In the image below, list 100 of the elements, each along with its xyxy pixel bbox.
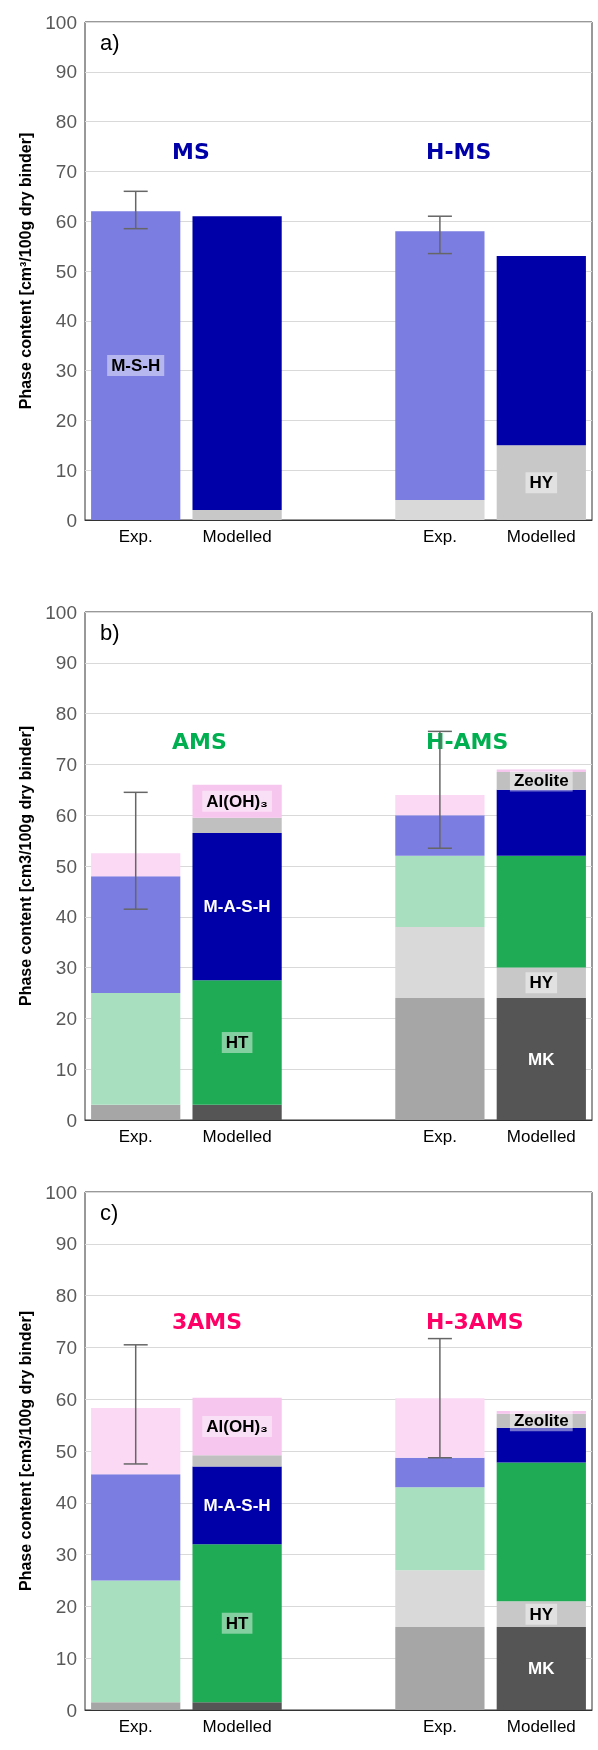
- x-tick-label: Exp.: [422, 1717, 457, 1736]
- series-label: M-A-S-H: [203, 897, 271, 917]
- bar: [395, 231, 485, 501]
- bar: [91, 211, 181, 520]
- bar: [496, 967, 586, 999]
- bar: [496, 445, 586, 520]
- bar: [496, 1462, 586, 1602]
- y-tick-label: 60: [55, 210, 77, 232]
- x-tick-label: Exp.: [422, 1127, 457, 1146]
- y-tick-label: 100: [45, 601, 77, 623]
- bar: [91, 1702, 181, 1710]
- y-tick-label: 10: [55, 1058, 77, 1080]
- series-label: MK: [528, 1049, 556, 1069]
- y-tick-label: 0: [66, 1109, 77, 1131]
- bar: [192, 1466, 282, 1545]
- bar: [395, 794, 485, 816]
- bar: [395, 855, 485, 927]
- bar: [192, 1104, 282, 1120]
- annotation: H-AMS: [426, 728, 509, 754]
- bar: [395, 815, 485, 856]
- bar: [91, 876, 181, 993]
- x-tick-label: Exp.: [118, 1717, 153, 1736]
- bar: [496, 256, 586, 446]
- y-axis-title: Phase content [cm³/100g dry binder]: [16, 132, 34, 410]
- series-label: HY: [529, 473, 554, 493]
- series-label: M-A-S-H: [203, 1495, 271, 1515]
- series-label: MK: [528, 1659, 556, 1679]
- series-label: Al(OH)₃: [206, 791, 268, 811]
- bar: [395, 998, 485, 1120]
- y-tick-label: 10: [55, 459, 77, 481]
- bar: [192, 1544, 282, 1703]
- chart-title: b): [100, 619, 120, 645]
- x-tick-label: Exp.: [118, 527, 153, 546]
- annotation: 3AMS: [172, 1308, 243, 1334]
- annotation: AMS: [172, 728, 227, 754]
- bar: [496, 769, 586, 773]
- series-label: Al(OH)₃: [206, 1416, 268, 1436]
- bar: [192, 1455, 282, 1467]
- bar: [496, 855, 586, 968]
- y-tick-label: 90: [55, 61, 77, 83]
- y-tick-label: 60: [55, 1388, 77, 1410]
- y-tick-label: 100: [45, 1181, 77, 1203]
- y-tick-label: 30: [55, 957, 77, 979]
- annotation: H-MS: [426, 138, 492, 164]
- y-tick-label: 80: [55, 703, 77, 725]
- series-label: HT: [225, 1033, 250, 1053]
- annotation: MS: [172, 138, 210, 164]
- bar: [496, 998, 586, 1120]
- bar: [91, 1474, 181, 1581]
- series-label: HY: [529, 1604, 554, 1624]
- y-tick-label: 0: [66, 1699, 77, 1721]
- series-label: Zeolite: [513, 1411, 569, 1431]
- y-tick-label: 30: [55, 1544, 77, 1566]
- y-tick-label: 100: [45, 11, 77, 33]
- y-tick-label: 20: [55, 409, 77, 431]
- bar: [395, 1487, 485, 1571]
- y-tick-label: 60: [55, 804, 77, 826]
- bar: [91, 993, 181, 1105]
- bar: [192, 1702, 282, 1710]
- y-tick-label: 70: [55, 160, 77, 182]
- x-tick-label: Modelled: [506, 1127, 576, 1146]
- y-tick-label: 40: [55, 906, 77, 928]
- bar: [395, 1627, 485, 1710]
- bar: [395, 1457, 485, 1488]
- y-tick-label: 10: [55, 1647, 77, 1669]
- y-axis-title: Phase content [cm3/100g dry binder]: [16, 1310, 34, 1592]
- x-tick-label: Modelled: [202, 1717, 272, 1736]
- x-tick-label: Modelled: [202, 527, 272, 546]
- bar: [192, 817, 282, 833]
- y-tick-label: 20: [55, 1007, 77, 1029]
- y-tick-label: 70: [55, 753, 77, 775]
- bar: [192, 216, 282, 511]
- y-tick-label: 50: [55, 260, 77, 282]
- y-tick-label: 0: [66, 509, 77, 531]
- series-label: M-S-H: [111, 356, 161, 376]
- bar: [395, 500, 485, 520]
- bar: [91, 853, 181, 877]
- x-tick-label: Modelled: [202, 1127, 272, 1146]
- bar: [192, 510, 282, 520]
- y-tick-label: 20: [55, 1595, 77, 1617]
- y-tick-label: 40: [55, 1492, 77, 1514]
- bar: [192, 980, 282, 1105]
- series-label: HY: [529, 973, 554, 993]
- bar: [192, 1397, 282, 1456]
- y-tick-label: 70: [55, 1336, 77, 1358]
- y-tick-label: 80: [55, 111, 77, 133]
- bar: [496, 1601, 586, 1628]
- bar: [91, 1408, 181, 1475]
- y-tick-label: 30: [55, 360, 77, 382]
- bar: [496, 1411, 586, 1414]
- y-tick-label: 80: [55, 1285, 77, 1307]
- bar: [91, 1104, 181, 1120]
- chart-title: a): [100, 29, 120, 55]
- y-axis-title: Phase content [cm3/100g dry binder]: [16, 725, 34, 1007]
- series-label: HT: [225, 1613, 250, 1633]
- bar: [395, 1398, 485, 1458]
- y-tick-label: 40: [55, 310, 77, 332]
- bar: [91, 1580, 181, 1703]
- bar: [192, 832, 282, 981]
- chart-title: c): [100, 1199, 119, 1225]
